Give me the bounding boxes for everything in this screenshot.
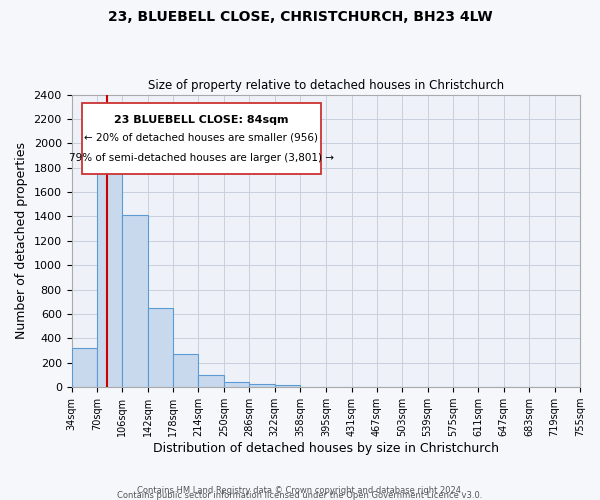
Text: 79% of semi-detached houses are larger (3,801) →: 79% of semi-detached houses are larger (…: [68, 153, 334, 163]
Text: 23, BLUEBELL CLOSE, CHRISTCHURCH, BH23 4LW: 23, BLUEBELL CLOSE, CHRISTCHURCH, BH23 4…: [107, 10, 493, 24]
Y-axis label: Number of detached properties: Number of detached properties: [15, 142, 28, 340]
Bar: [224, 382, 249, 387]
Bar: [97, 146, 122, 387]
Text: Contains public sector information licensed under the Open Government Licence v3: Contains public sector information licen…: [118, 490, 482, 500]
Title: Size of property relative to detached houses in Christchurch: Size of property relative to detached ho…: [148, 79, 504, 92]
Bar: [249, 384, 275, 387]
Text: Contains HM Land Registry data © Crown copyright and database right 2024.: Contains HM Land Registry data © Crown c…: [137, 486, 463, 495]
Bar: [199, 375, 224, 387]
FancyBboxPatch shape: [82, 104, 320, 174]
Bar: [173, 354, 199, 387]
Bar: [275, 385, 300, 387]
Bar: [148, 308, 173, 387]
X-axis label: Distribution of detached houses by size in Christchurch: Distribution of detached houses by size …: [153, 442, 499, 455]
Bar: [71, 348, 97, 387]
Text: 23 BLUEBELL CLOSE: 84sqm: 23 BLUEBELL CLOSE: 84sqm: [114, 115, 289, 125]
Bar: [122, 216, 148, 387]
Text: ← 20% of detached houses are smaller (956): ← 20% of detached houses are smaller (95…: [84, 132, 318, 142]
